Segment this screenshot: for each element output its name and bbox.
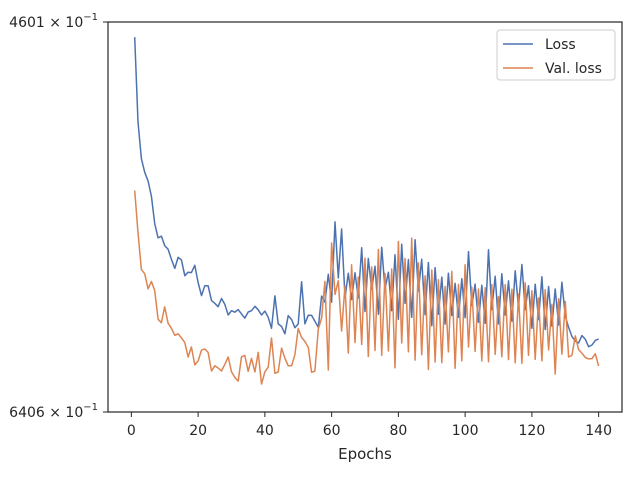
x-tick-label: 60 [323,423,341,439]
legend: Loss Val. loss [496,29,616,81]
x-tick-label: 120 [519,423,546,439]
x-tick-label: 20 [189,423,207,439]
x-tick-label: 80 [389,423,407,439]
y-tick-label: 4601 × 10−1 [9,12,98,31]
series-layer [133,37,600,385]
y-axis: 4601 × 10−1 6406 × 10−1 [9,12,108,421]
x-axis: 0 20 40 60 80 100 120 140 [127,412,612,439]
plot-frame [107,21,623,413]
x-tick-label: 40 [256,423,274,439]
x-tick-label: 100 [452,423,479,439]
legend-label: Loss [545,37,576,53]
x-tick-label: 0 [127,423,136,439]
x-tick-label: 140 [585,423,612,439]
x-axis-label: Epochs [338,445,392,463]
y-tick-label: 6406 × 10−1 [9,402,98,421]
plot-area [107,21,623,413]
legend-label: Val. loss [545,61,602,77]
series-line-val-loss [133,190,600,385]
